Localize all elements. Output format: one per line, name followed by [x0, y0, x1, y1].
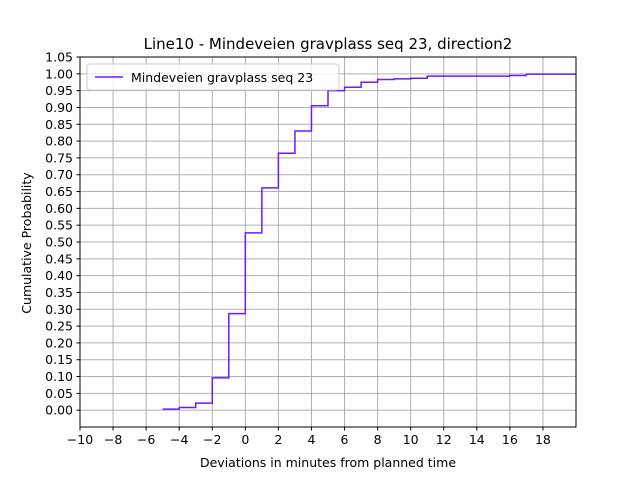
- x-tick-label: −2: [203, 432, 221, 447]
- x-tick-label: 2: [274, 432, 282, 447]
- series-layer: [162, 73, 576, 410]
- y-tick-label: 0.75: [45, 150, 73, 165]
- y-tick-label: 0.90: [45, 100, 73, 115]
- x-tick-label: 18: [535, 432, 551, 447]
- y-tick-label: 0.35: [45, 285, 73, 300]
- x-tick-label: −4: [170, 432, 188, 447]
- y-tick-label: 0.80: [45, 134, 73, 149]
- x-tick-label: −10: [67, 432, 93, 447]
- y-tick-label: 0.55: [45, 218, 73, 233]
- y-tick-label: 0.15: [45, 352, 73, 367]
- x-tick-label: 4: [307, 432, 315, 447]
- y-axis-label: Cumulative Probability: [19, 172, 34, 314]
- y-tick-label: 0.20: [45, 335, 73, 350]
- x-tick-label: 8: [374, 432, 382, 447]
- y-tick-label: 0.85: [45, 117, 73, 132]
- x-tick-label: −6: [137, 432, 155, 447]
- y-tick-label: 0.50: [45, 235, 73, 250]
- x-tick-label: 16: [502, 432, 518, 447]
- legend-box: [86, 63, 340, 91]
- x-tick-label: 6: [341, 432, 349, 447]
- y-tick-label: 0.60: [45, 201, 73, 216]
- x-axis-label: Deviations in minutes from planned time: [200, 455, 456, 470]
- y-tick-label: 0.95: [45, 83, 73, 98]
- y-tick-label: 0.45: [45, 251, 73, 266]
- y-tick-label: 0.30: [45, 302, 73, 317]
- y-tick-label: 0.00: [45, 403, 73, 418]
- y-tick-label: 0.05: [45, 386, 73, 401]
- y-tick-label: 0.70: [45, 167, 73, 182]
- x-axis-ticks: −10 −8 −6 −4 −2 0 2 4 6 8 10 12 14 16 18: [67, 427, 551, 447]
- series-line: [162, 73, 576, 410]
- x-tick-label: 12: [436, 432, 452, 447]
- x-tick-label: −8: [104, 432, 122, 447]
- grid-lines: [79, 56, 576, 427]
- y-tick-label: 1.05: [45, 50, 73, 65]
- y-tick-label: 1.00: [45, 66, 73, 81]
- y-tick-label: 0.10: [45, 369, 73, 384]
- y-tick-label: 0.40: [45, 268, 73, 283]
- y-axis-ticks: 0.00 0.05 0.10 0.15 0.200.25 0.30 0.35 0.40 0.45…: [45, 50, 80, 418]
- x-tick-label: 0: [241, 432, 249, 447]
- x-tick-label: 14: [469, 432, 485, 447]
- y-tick-label: 0.25: [45, 319, 73, 334]
- legend-entry-label: Mindeveien gravplass seq 23: [131, 70, 313, 85]
- y-tick-label: 0.65: [45, 184, 73, 199]
- legend: Mindeveien gravplass seq 23: [86, 63, 340, 91]
- chart-title: Line10 - Mindeveien gravplass seq 23, di…: [144, 35, 513, 53]
- plot-frame: [79, 56, 577, 428]
- x-tick-label: 10: [403, 432, 419, 447]
